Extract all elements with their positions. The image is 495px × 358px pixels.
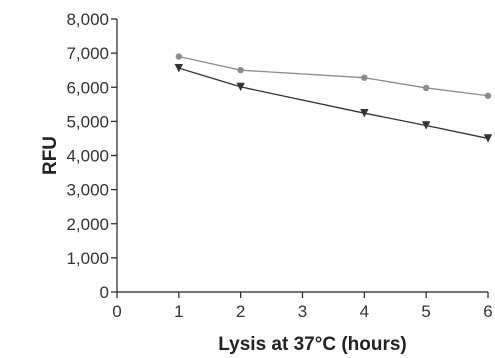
x-tick-label: 6 — [483, 302, 492, 321]
y-tick-label: 3,000 — [66, 181, 109, 200]
y-tick-label: 7,000 — [66, 44, 109, 63]
y-tick-label: 0 — [100, 283, 109, 302]
data-point — [360, 108, 369, 118]
data-point — [421, 121, 431, 130]
data-point — [237, 66, 244, 74]
y-tick-label: 1,000 — [66, 249, 109, 268]
y-tick-label: 2,000 — [66, 215, 109, 234]
y-tick-label: 5,000 — [66, 112, 109, 131]
axes — [116, 19, 488, 293]
x-tick-label: 4 — [360, 302, 369, 321]
series-2-line — [178, 67, 489, 140]
series-1 — [175, 53, 492, 99]
data-point — [483, 134, 493, 143]
series-2 — [174, 63, 493, 143]
x-axis-title: Lysis at 37°C (hours) — [218, 334, 407, 355]
y-tick-label: 8,000 — [66, 10, 109, 29]
x-tick-label: 3 — [298, 302, 307, 321]
y-tick-label: 4,000 — [66, 147, 109, 166]
x-axis-ticks: 0 1 2 3 4 5 6 — [112, 292, 493, 321]
data-point — [175, 53, 183, 60]
y-axis-ticks: 0 1,000 2,000 3,000 4,000 5,000 6,000 7,000 8,00… — [66, 10, 117, 302]
data-point — [484, 92, 492, 99]
x-tick-label: 5 — [421, 302, 430, 321]
x-tick-label: 2 — [236, 302, 245, 321]
series-1-line — [178, 55, 489, 97]
data-point — [361, 74, 368, 81]
data-point — [236, 82, 245, 92]
series-layer — [174, 53, 493, 143]
data-point — [422, 84, 430, 92]
y-tick-label: 6,000 — [66, 78, 109, 97]
data-point — [174, 63, 184, 73]
x-tick-label: 0 — [112, 302, 121, 321]
x-tick-label: 1 — [174, 302, 183, 321]
y-axis-title: RFU — [40, 136, 61, 175]
